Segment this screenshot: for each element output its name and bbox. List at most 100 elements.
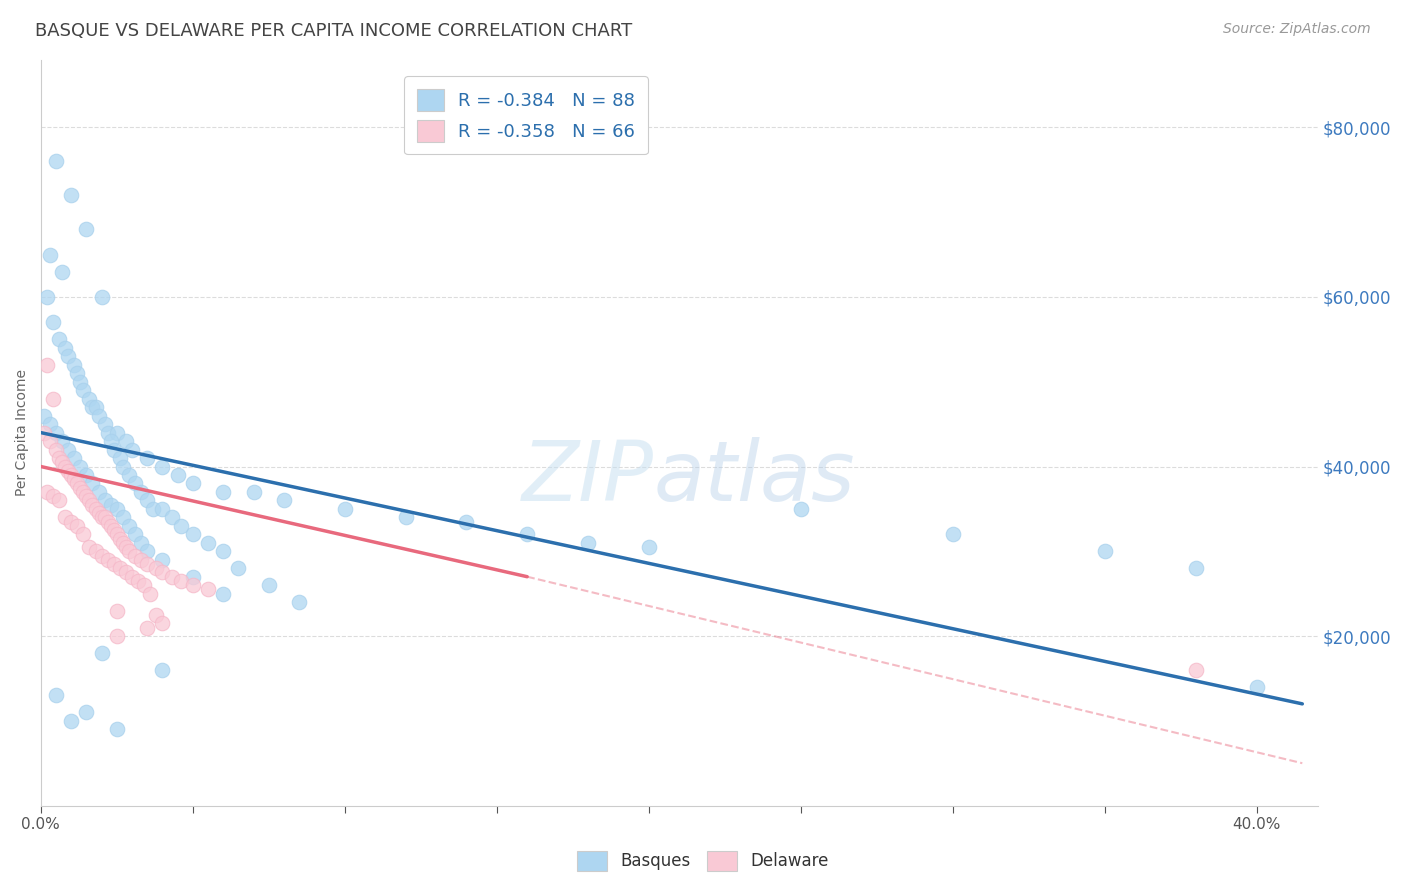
Point	[152, 566, 174, 580]
Point	[105, 629, 128, 643]
Point	[127, 574, 149, 588]
Point	[90, 549, 112, 563]
Point	[152, 502, 174, 516]
Point	[790, 502, 813, 516]
Point	[1094, 544, 1116, 558]
Point	[48, 493, 70, 508]
Point	[136, 544, 159, 558]
Legend: Basques, Delaware: Basques, Delaware	[568, 842, 838, 880]
Point	[136, 557, 159, 571]
Point	[145, 561, 167, 575]
Point	[124, 476, 146, 491]
Point	[103, 557, 125, 571]
Point	[576, 536, 599, 550]
Point	[145, 607, 167, 622]
Point	[197, 536, 219, 550]
Point	[152, 459, 174, 474]
Point	[45, 154, 67, 169]
Point	[51, 434, 73, 448]
Point	[333, 502, 356, 516]
Point	[111, 536, 134, 550]
Point	[82, 476, 104, 491]
Point	[134, 578, 156, 592]
Point	[87, 409, 110, 423]
Point	[105, 723, 128, 737]
Point	[84, 502, 107, 516]
Point	[1185, 663, 1208, 677]
Text: atlas: atlas	[654, 437, 855, 518]
Point	[75, 706, 97, 720]
Point	[1185, 561, 1208, 575]
Point	[169, 574, 191, 588]
Point	[152, 553, 174, 567]
Point	[56, 442, 79, 457]
Point	[105, 604, 128, 618]
Point	[212, 544, 235, 558]
Point	[181, 578, 204, 592]
Point	[66, 366, 89, 380]
Point	[129, 553, 152, 567]
Point	[111, 510, 134, 524]
Point	[181, 570, 204, 584]
Point	[56, 464, 79, 478]
Point	[124, 549, 146, 563]
Point	[66, 519, 89, 533]
Point	[105, 527, 128, 541]
Text: BASQUE VS DELAWARE PER CAPITA INCOME CORRELATION CHART: BASQUE VS DELAWARE PER CAPITA INCOME COR…	[35, 22, 633, 40]
Point	[42, 489, 65, 503]
Point	[60, 467, 83, 482]
Point	[139, 587, 162, 601]
Point	[63, 450, 86, 465]
Text: ZIP: ZIP	[522, 437, 654, 518]
Point	[69, 481, 91, 495]
Point	[45, 442, 67, 457]
Point	[51, 455, 73, 469]
Point	[129, 484, 152, 499]
Point	[516, 527, 538, 541]
Point	[97, 515, 120, 529]
Point	[105, 425, 128, 440]
Point	[197, 582, 219, 597]
Point	[87, 484, 110, 499]
Point	[257, 578, 280, 592]
Point	[69, 459, 91, 474]
Text: Source: ZipAtlas.com: Source: ZipAtlas.com	[1223, 22, 1371, 37]
Point	[136, 493, 159, 508]
Point	[118, 544, 141, 558]
Point	[48, 332, 70, 346]
Point	[56, 349, 79, 363]
Point	[228, 561, 250, 575]
Point	[273, 493, 295, 508]
Point	[82, 400, 104, 414]
Point	[160, 510, 183, 524]
Point	[32, 425, 55, 440]
Point	[242, 484, 264, 499]
Point	[42, 315, 65, 329]
Point	[39, 417, 62, 431]
Point	[82, 498, 104, 512]
Point	[90, 510, 112, 524]
Point	[90, 646, 112, 660]
Point	[60, 188, 83, 202]
Point	[100, 498, 122, 512]
Point	[32, 409, 55, 423]
Point	[212, 587, 235, 601]
Point	[115, 540, 138, 554]
Point	[39, 434, 62, 448]
Point	[53, 459, 76, 474]
Point	[53, 510, 76, 524]
Point	[129, 536, 152, 550]
Point	[121, 570, 143, 584]
Point	[942, 527, 965, 541]
Point	[75, 467, 97, 482]
Point	[288, 595, 311, 609]
Point	[181, 527, 204, 541]
Point	[48, 450, 70, 465]
Point	[84, 544, 107, 558]
Point	[124, 527, 146, 541]
Point	[39, 247, 62, 261]
Point	[100, 519, 122, 533]
Point	[53, 341, 76, 355]
Point	[136, 621, 159, 635]
Point	[87, 506, 110, 520]
